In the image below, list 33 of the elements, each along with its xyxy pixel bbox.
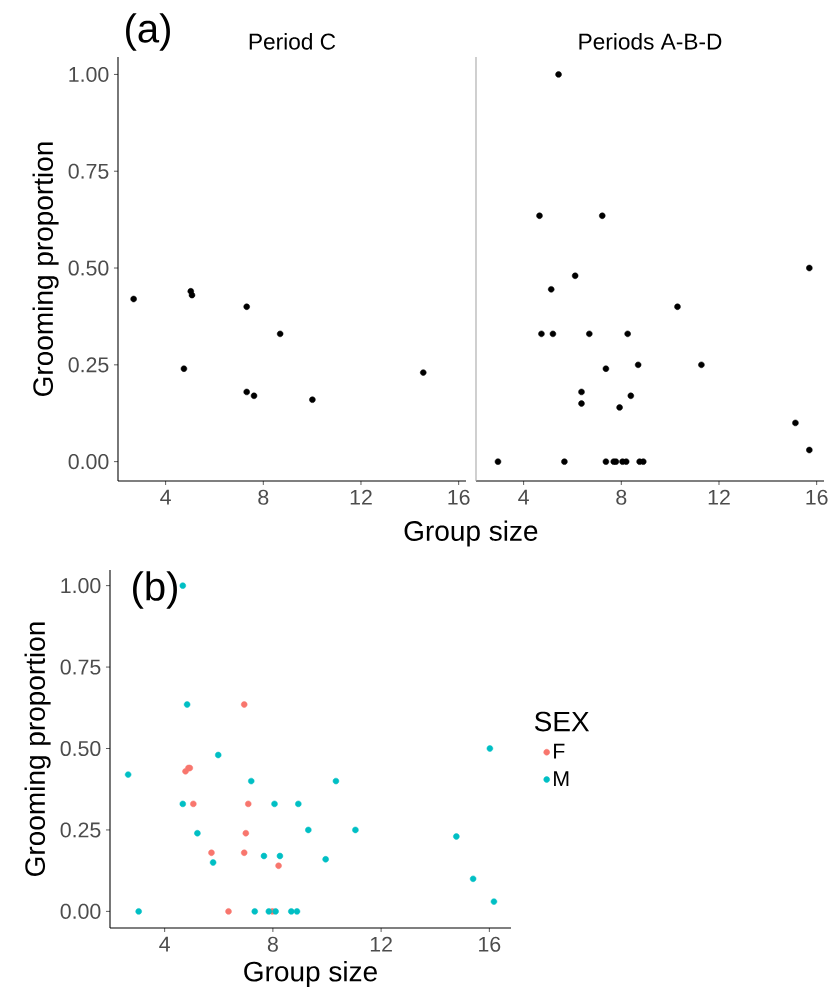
y-tick-label: 0.00: [68, 454, 109, 470]
text: (a): [126, 13, 170, 51]
x-axis-title: Group size: [404, 520, 538, 547]
y-tick-label: 0.25: [68, 357, 109, 373]
chart-title: Periods A-B-D: [579, 32, 722, 50]
chart-title: Period C: [249, 32, 336, 50]
y-tick-label: 0.75: [60, 659, 101, 675]
legend-label: F: [554, 743, 565, 759]
x-tick-label: 16: [448, 489, 470, 505]
x-tick-label: 12: [708, 489, 730, 505]
y-tick-label: 1.00: [69, 66, 109, 82]
x-tick-label: 4: [159, 936, 170, 952]
y-axis-title: Grooming proportion: [24, 622, 51, 876]
legend-title: SEX: [534, 711, 590, 732]
annotation: (b): [133, 571, 177, 609]
x-tick-label: 4: [160, 489, 171, 505]
y-tick-label: 0.00: [60, 903, 101, 919]
y-tick-label: 0.25: [60, 822, 101, 838]
y-tick-label: 0.75: [68, 163, 109, 179]
x-axis-title: Group size: [244, 960, 377, 988]
legend-label: M: [554, 771, 569, 786]
x-tick-label: 12: [350, 489, 372, 505]
y-tick-label: 0.50: [60, 740, 101, 757]
x-tick-label: 8: [616, 489, 627, 505]
x-tick-label: 12: [370, 936, 392, 952]
x-tick-label: 8: [258, 489, 269, 505]
x-tick-label: 4: [518, 489, 529, 505]
y-tick-label: 1.00: [61, 578, 101, 594]
x-tick-label: 16: [806, 489, 828, 505]
y-tick-label: 0.50: [68, 260, 109, 276]
x-tick-label: 8: [267, 936, 278, 952]
y-axis-title: Grooming proportion: [32, 142, 59, 396]
x-tick-label: 16: [479, 936, 501, 952]
